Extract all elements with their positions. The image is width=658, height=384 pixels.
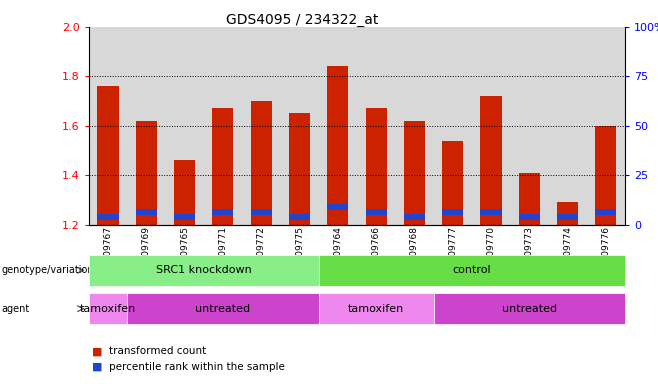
Text: GDS4095 / 234322_at: GDS4095 / 234322_at [226,13,379,27]
Bar [366,108,387,225]
Text: genotype/variation: genotype/variation [1,265,94,275]
Bar [97,214,118,220]
Text: tamoxifen: tamoxifen [80,304,136,314]
Bar [366,209,387,215]
Bar [327,204,348,210]
Text: untreated: untreated [195,304,251,314]
Bar [289,113,310,225]
Bar [242,27,280,225]
Bar [519,173,540,225]
Bar [251,101,272,225]
Text: tamoxifen: tamoxifen [348,304,404,314]
Bar [213,108,234,225]
Bar [404,214,425,220]
Bar [318,27,357,225]
Bar [174,161,195,225]
Bar [480,209,501,215]
Text: transformed count: transformed count [109,346,206,356]
Bar [595,209,617,215]
Bar [434,27,472,225]
Bar [404,121,425,225]
Bar [97,86,118,225]
Bar [204,27,242,225]
Bar [557,214,578,220]
Bar [165,27,204,225]
Bar [549,27,587,225]
Text: percentile rank within the sample: percentile rank within the sample [109,362,284,372]
Bar [557,202,578,225]
Bar [136,121,157,225]
Text: control: control [453,265,491,275]
Bar [89,27,127,225]
Text: SRC1 knockdown: SRC1 knockdown [156,265,251,275]
Bar [289,214,310,220]
Bar [472,27,510,225]
Bar [510,27,549,225]
Text: ■: ■ [92,346,103,356]
Text: untreated: untreated [502,304,557,314]
Bar [595,126,617,225]
Bar [213,209,234,215]
Bar [136,209,157,215]
Bar [442,141,463,225]
Text: ■: ■ [92,362,103,372]
Text: agent: agent [1,304,30,314]
Bar [327,66,348,225]
Bar [280,27,318,225]
Bar [395,27,434,225]
Bar [251,209,272,215]
Bar [587,27,625,225]
Bar [480,96,501,225]
Bar [174,214,195,220]
Bar [442,209,463,215]
Bar [357,27,395,225]
Bar [127,27,165,225]
Bar [519,214,540,220]
